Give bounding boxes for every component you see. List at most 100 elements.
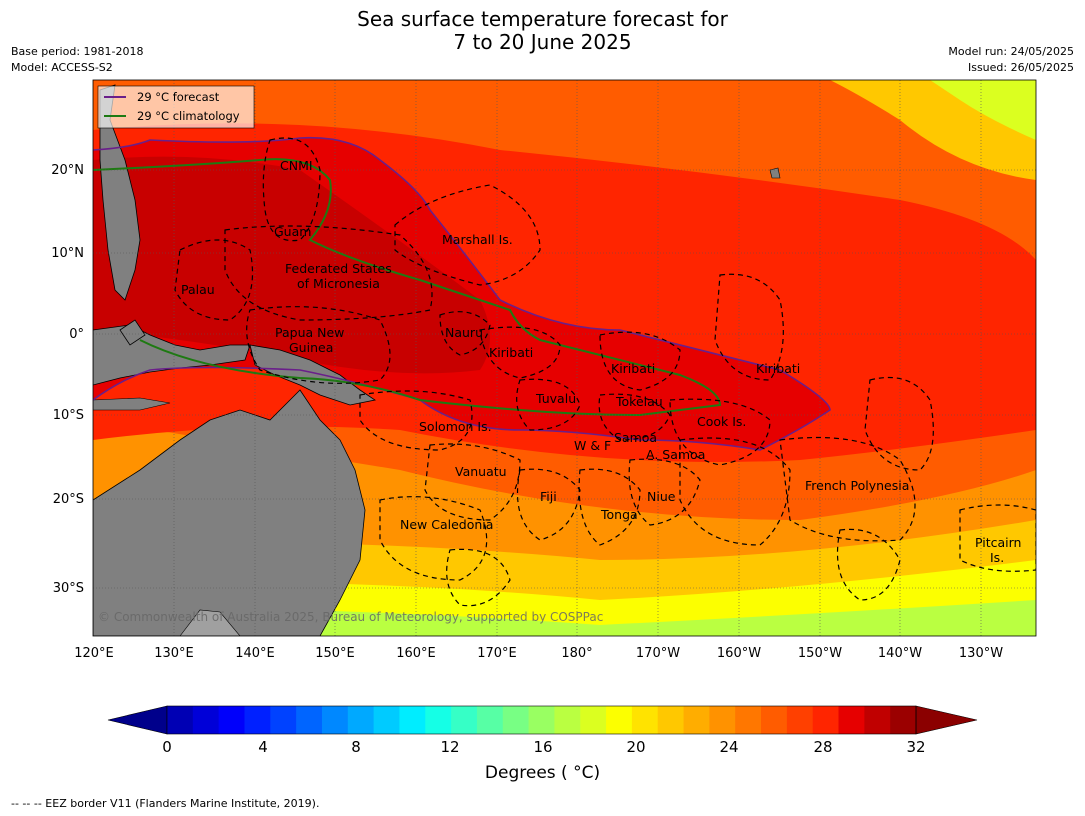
lon-label: 130°W — [959, 646, 1003, 661]
map-legend: 29 °C forecast 29 °C climatology — [97, 85, 255, 129]
colorbar-swatch — [761, 706, 788, 734]
label-fsm-2: of Micronesia — [297, 276, 380, 291]
label-guam: Guam — [274, 224, 311, 239]
graticule — [93, 80, 1036, 636]
copyright-notice: © Commonwealth of Australia 2025, Bureau… — [98, 610, 603, 624]
timor-land — [93, 397, 171, 411]
label-niue: Niue — [647, 489, 676, 504]
colorbar-swatch — [528, 706, 555, 734]
label-palau: Palau — [181, 282, 215, 297]
label-tokelau: Tokelau — [615, 394, 663, 409]
colorbar-swatch — [476, 706, 504, 734]
lon-label: 130°E — [154, 646, 194, 661]
label-solomon: Solomon Is. — [419, 419, 492, 434]
colorbar — [107, 705, 978, 735]
eez-footnote: -- -- -- EEZ border V11 (Flanders Marine… — [11, 797, 320, 810]
label-wf: W & F — [574, 438, 611, 453]
lon-label: 140°W — [878, 646, 922, 661]
forecast-contour — [93, 136, 831, 451]
colorbar-swatch — [244, 706, 271, 734]
colorbar-swatch — [321, 706, 349, 734]
label-tonga: Tonga — [600, 507, 638, 522]
label-kiribati-central: Kiribati — [611, 361, 655, 376]
sst-band-hot-core — [93, 156, 490, 374]
title-line-1: Sea surface temperature forecast for — [357, 7, 728, 31]
label-french-polynesia: French Polynesia — [805, 478, 909, 493]
colorbar-swatch — [786, 706, 814, 734]
colorbar-swatch — [864, 706, 891, 734]
model-run: Model run: 24/05/2025 — [948, 45, 1074, 58]
label-cook: Cook Is. — [697, 414, 746, 429]
sst-band-north-lime — [930, 80, 1036, 140]
colorbar-swatch — [270, 706, 297, 734]
colorbar-swatch — [347, 706, 375, 734]
australia-land — [93, 389, 366, 636]
colorbar-swatch — [502, 706, 530, 734]
title-line-2: 7 to 20 June 2025 — [453, 30, 632, 54]
label-vanuatu: Vanuatu — [455, 464, 507, 479]
lon-label: 180° — [561, 646, 592, 661]
model-name: Model: ACCESS-S2 — [11, 61, 113, 74]
label-cnmi: CNMI — [280, 158, 313, 173]
chart-title: Sea surface temperature forecast for 7 t… — [0, 8, 1085, 54]
map-field — [93, 80, 1036, 636]
colorbar-swatch — [657, 706, 685, 734]
colorbar-tick: 24 — [719, 738, 738, 756]
lat-label: 10°S — [53, 408, 84, 423]
colorbar-swatch — [296, 706, 323, 734]
label-new-caledonia: New Caledonia — [400, 517, 493, 532]
lat-axis-labels: 20°N 10°N 0° 10°S 20°S 30°S — [51, 163, 84, 596]
colorbar-swatch — [192, 706, 220, 734]
label-fiji: Fiji — [540, 489, 557, 504]
lon-axis-labels: 120°E 130°E 140°E 150°E 160°E 170°E 180°… — [74, 646, 1003, 661]
climatology-contour — [93, 158, 722, 417]
new-zealand-land — [179, 609, 241, 636]
label-fsm-1: Federated States — [285, 261, 392, 276]
colorbar-swatch — [735, 706, 762, 734]
colorbar-tick: 12 — [440, 738, 459, 756]
colorbar-ticks: 0 4 8 12 16 20 24 28 32 — [162, 738, 925, 756]
label-tuvalu: Tuvalu — [535, 391, 576, 406]
lon-label: 150°W — [798, 646, 842, 661]
colorbar-swatch — [554, 706, 581, 734]
lat-label: 0° — [69, 327, 84, 342]
legend-forecast-label: 29 °C forecast — [137, 90, 220, 104]
colorbar-swatch — [890, 706, 917, 734]
lat-label: 10°N — [51, 246, 84, 261]
model-info: Base period: 1981-2018 Model: ACCESS-S2 — [11, 44, 143, 76]
colorbar-frame — [166, 705, 917, 735]
colorbar-tick: 32 — [906, 738, 925, 756]
base-period: Base period: 1981-2018 — [11, 45, 144, 58]
label-samoa: Samoa — [614, 430, 657, 445]
png-land — [249, 344, 377, 406]
label-pitcairn-1: Pitcairn — [975, 535, 1021, 550]
colorbar-swatch — [709, 706, 736, 734]
colorbar-tick: 4 — [258, 738, 268, 756]
colorbar-swatch — [812, 706, 840, 734]
colorbar-swatch — [580, 706, 607, 734]
colorbar-min-arrow — [107, 705, 168, 735]
colorbar-swatch — [631, 706, 659, 734]
lon-label: 160°E — [396, 646, 436, 661]
eez-borders — [174, 137, 1036, 607]
label-pitcairn-2: Is. — [990, 550, 1004, 565]
colorbar-swatch — [167, 706, 194, 734]
colorbar-swatch — [425, 706, 452, 734]
lat-label: 20°S — [53, 492, 84, 507]
colorbar-tick: 0 — [162, 738, 172, 756]
hawaii-land — [769, 167, 781, 179]
lon-label: 120°E — [74, 646, 114, 661]
colorbar-swatch — [683, 706, 710, 734]
run-info: Model run: 24/05/2025 Issued: 26/05/2025 — [948, 44, 1074, 76]
lon-label: 160°W — [717, 646, 761, 661]
map-frame — [92, 79, 1037, 637]
legend-climatology-label: 29 °C climatology — [137, 109, 240, 123]
colorbar-swatch — [373, 706, 400, 734]
lon-label: 150°E — [315, 646, 355, 661]
colorbar-swatch — [838, 706, 865, 734]
colorbar-swatch — [218, 706, 245, 734]
issued-date: Issued: 26/05/2025 — [967, 61, 1074, 74]
label-kiribati-east: Kiribati — [756, 361, 800, 376]
colorbar-max-arrow — [915, 705, 978, 735]
